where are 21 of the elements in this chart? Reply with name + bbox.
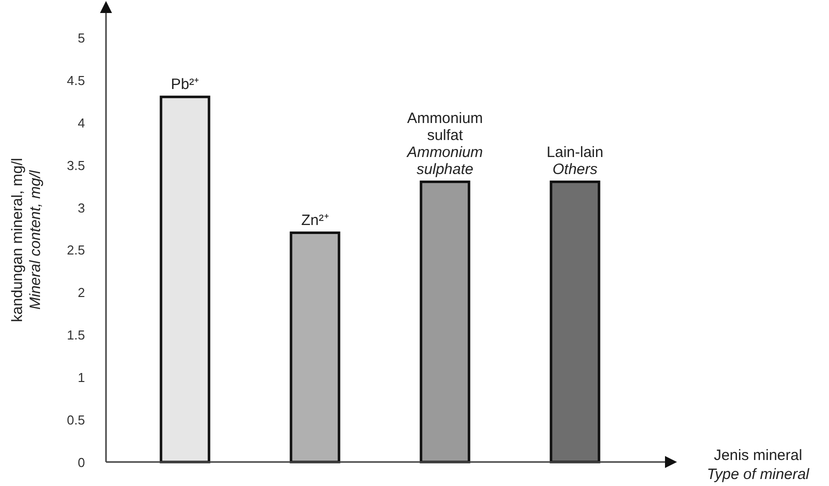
y-tick-label: 2 [78, 285, 85, 300]
x-tick-label: Zn²⁺ [301, 212, 329, 229]
x-axis-title: Jenis mineral Type of mineral [706, 447, 810, 483]
y-tick-label: 0 [78, 455, 85, 470]
y-axis-title: kandungan mineral, mg/l Mineral content, mg/l [9, 158, 44, 322]
y-tick-label: 3.5 [66, 158, 85, 173]
y-tick-label: 3 [78, 200, 85, 216]
x-tick-label: Ammonium sulfat Ammonium sulphate [406, 110, 483, 178]
x-tick-label: Pb²⁺ [170, 76, 200, 93]
bar [420, 180, 470, 464]
y-tick-label: 1.5 [66, 328, 85, 343]
y-tick-label: 0.5 [66, 412, 85, 428]
y-tick-label: 1 [78, 370, 85, 386]
bar [550, 180, 600, 464]
y-tick-label: 2.5 [66, 242, 85, 258]
y-tick-label: 4.5 [66, 72, 85, 88]
bar [290, 232, 340, 464]
x-tick-label: Lain-lain Others [546, 144, 604, 178]
bar [160, 96, 210, 464]
y-tick-label: 5 [78, 30, 85, 46]
y-tick-label: 4 [78, 115, 85, 130]
